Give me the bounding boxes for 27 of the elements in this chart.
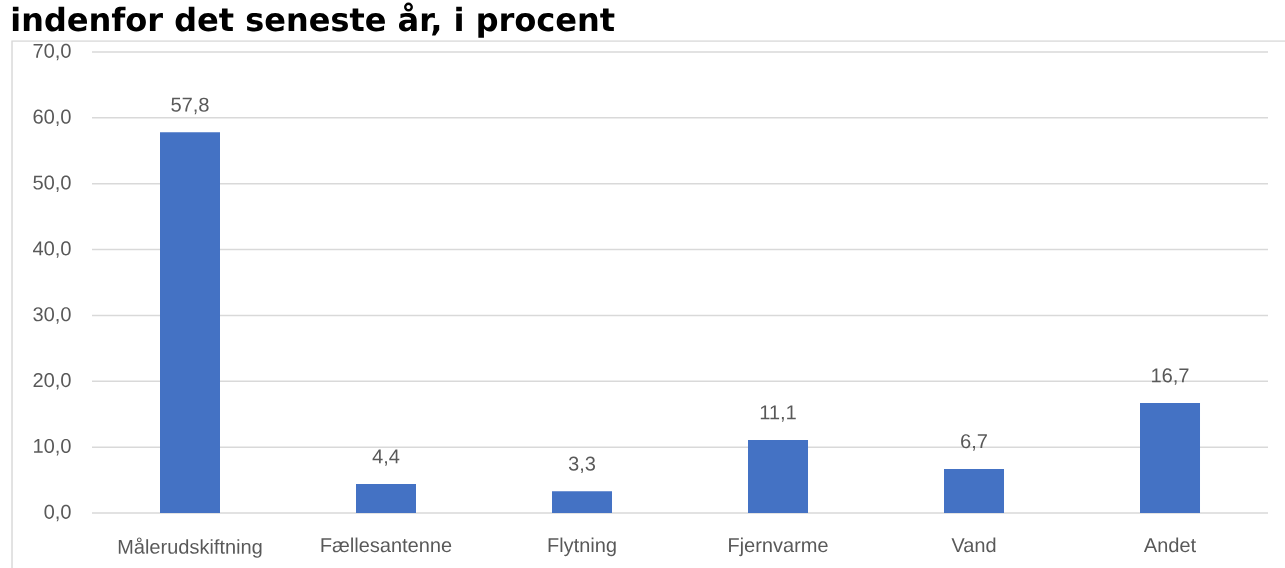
data-label: 57,8 <box>171 97 209 115</box>
x-tick-label: Målerudskiftning <box>118 537 262 558</box>
y-tick-label: 40,0 <box>33 241 71 258</box>
y-tick-label: 70,0 <box>33 43 71 61</box>
y-tick-label: 30,0 <box>33 307 71 324</box>
data-label: 6,7 <box>961 434 987 451</box>
y-tick-label: 10,0 <box>34 438 71 456</box>
y-tick-label: 50,0 <box>33 175 71 192</box>
x-tick-label: Vand <box>951 537 996 553</box>
bar <box>1140 403 1201 513</box>
bar <box>944 468 1005 513</box>
bar <box>356 484 416 513</box>
data-label: 3,3 <box>568 456 596 474</box>
data-label: 16,7 <box>1152 368 1189 385</box>
bar <box>160 132 220 513</box>
data-label: 11,1 <box>760 405 796 422</box>
bar <box>552 491 612 513</box>
x-tick-label: Fællesantenne <box>321 537 452 553</box>
y-tick-label: 20,0 <box>33 373 71 390</box>
chart-title: indenfor det seneste år, i procent <box>12 2 615 38</box>
y-tick-label: 0,0 <box>44 504 71 522</box>
x-tick-label: Fjernvarme <box>729 537 828 557</box>
y-tick-label: 60,0 <box>33 109 71 127</box>
x-tick-label: Andet <box>1143 537 1196 553</box>
bar <box>748 439 809 513</box>
x-tick-label: Flytning <box>548 537 616 557</box>
data-label: 4,4 <box>372 449 400 466</box>
